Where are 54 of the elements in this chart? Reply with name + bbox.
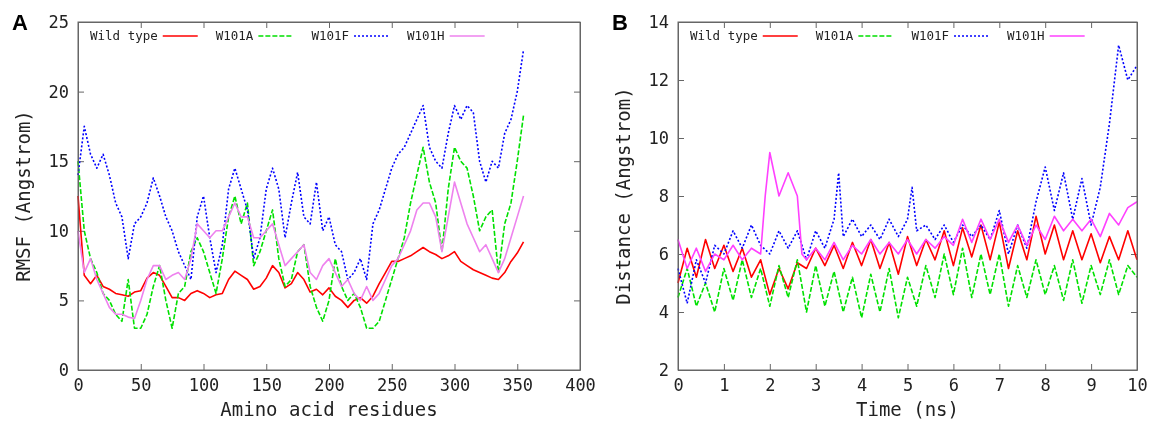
x-tick-label: 3 bbox=[811, 375, 822, 396]
y-tick-label: 5 bbox=[58, 290, 69, 311]
y-tick-label: 8 bbox=[658, 185, 669, 206]
legend-label: W101F bbox=[311, 28, 350, 43]
x-tick-label: 9 bbox=[1086, 375, 1097, 396]
x-tick-label: 200 bbox=[314, 375, 345, 396]
x-tick-label: 7 bbox=[994, 375, 1005, 396]
y-tick-label: 12 bbox=[648, 69, 669, 90]
y-tick-label: 0 bbox=[58, 359, 69, 380]
line-series bbox=[77, 49, 525, 281]
legend-label: Wild type bbox=[90, 28, 158, 43]
y-tick-label: 10 bbox=[48, 220, 69, 241]
x-tick-label: 300 bbox=[439, 375, 471, 396]
x-tick-label: 150 bbox=[251, 375, 283, 396]
x-tick-label: 0 bbox=[73, 375, 84, 396]
x-tick-label: 50 bbox=[131, 375, 152, 396]
y-axis-title: RMSF (Angstrom) bbox=[12, 110, 34, 282]
x-tick-label: 400 bbox=[565, 375, 596, 396]
x-axis-title: Amino acid residues bbox=[220, 398, 438, 420]
x-tick-label: 5 bbox=[902, 375, 914, 396]
line-series bbox=[677, 215, 1138, 296]
y-tick-label: 10 bbox=[648, 127, 669, 148]
chart-title: A bbox=[12, 10, 28, 35]
legend-label: W101H bbox=[1007, 28, 1045, 43]
y-axis-title: Distance (Angstrom) bbox=[612, 87, 634, 305]
line-series bbox=[77, 114, 525, 330]
y-tick-label: 2 bbox=[658, 359, 669, 380]
legend-label: W101A bbox=[215, 28, 254, 43]
legend-label: W101H bbox=[407, 28, 445, 43]
legend-label: Wild type bbox=[690, 28, 758, 43]
x-tick-label: 6 bbox=[948, 375, 960, 396]
y-tick-label: 25 bbox=[48, 11, 69, 32]
chart-title: B bbox=[612, 10, 628, 35]
y-tick-label: 4 bbox=[658, 301, 669, 322]
x-tick-label: 0 bbox=[673, 375, 684, 396]
y-tick-label: 14 bbox=[648, 11, 669, 32]
line-series bbox=[677, 247, 1138, 319]
x-tick-label: 4 bbox=[856, 375, 868, 396]
x-tick-label: 1 bbox=[719, 375, 730, 396]
y-tick-label: 6 bbox=[658, 243, 669, 264]
line-series bbox=[77, 181, 525, 320]
x-tick-label: 2 bbox=[765, 375, 776, 396]
legend-label: W101A bbox=[815, 28, 854, 43]
x-tick-label: 10 bbox=[1127, 375, 1148, 396]
line-series bbox=[677, 151, 1138, 273]
x-tick-label: 8 bbox=[1040, 375, 1051, 396]
x-tick-label: 350 bbox=[502, 375, 534, 396]
x-tick-label: 250 bbox=[376, 375, 408, 396]
x-tick-label: 100 bbox=[188, 375, 220, 396]
x-axis-title: Time (ns) bbox=[856, 398, 959, 420]
y-tick-label: 20 bbox=[48, 81, 69, 102]
y-tick-label: 15 bbox=[48, 151, 69, 172]
line-series bbox=[677, 44, 1138, 305]
legend-label: W101F bbox=[911, 28, 950, 43]
